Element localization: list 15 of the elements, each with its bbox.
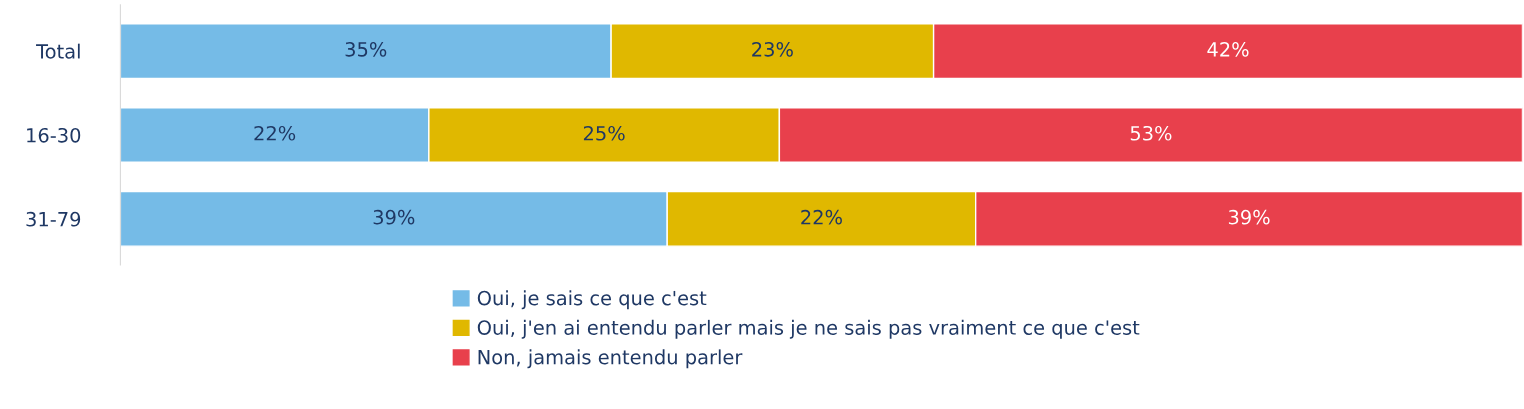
data-label: 42% — [1207, 41, 1249, 57]
y-tick-label: 16-30 — [27, 127, 81, 143]
data-label: 35% — [345, 41, 387, 57]
data-label: 39% — [373, 209, 415, 225]
data-label: 23% — [752, 41, 793, 57]
data-label: 39% — [1228, 209, 1270, 225]
legend-label: Oui, j'en ai entendu parler mais je ne sais pas vraiment ce que c'est — [477, 319, 1140, 339]
y-tick-label: Total — [36, 43, 80, 59]
y-tick-label: 31-79 — [26, 211, 81, 227]
data-label: 22% — [801, 209, 842, 225]
legend-label: Oui, je sais ce que c'est — [477, 290, 707, 310]
data-label: 53% — [1130, 125, 1172, 141]
data-label: 22% — [254, 125, 296, 141]
legend-label: Non, jamais entendu parler — [478, 349, 743, 369]
data-label: 25% — [583, 125, 625, 141]
